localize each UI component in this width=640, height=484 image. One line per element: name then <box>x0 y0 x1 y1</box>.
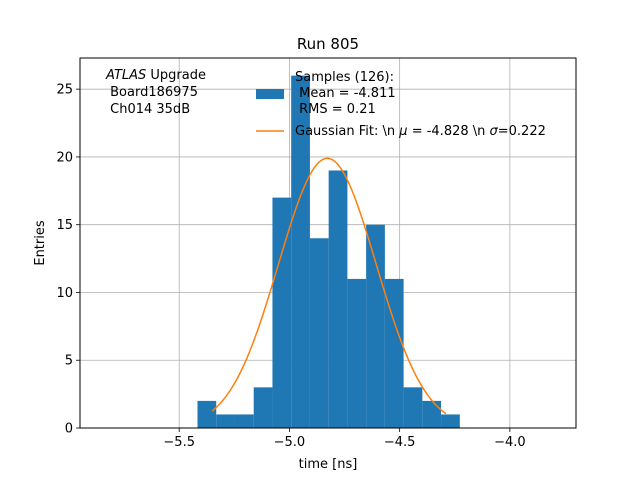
histogram-bar <box>403 387 423 428</box>
x-tick-label: −5.0 <box>274 435 306 450</box>
legend-histogram-swatch <box>256 89 284 99</box>
histogram-bar <box>291 75 310 428</box>
y-tick-label: 20 <box>56 150 73 165</box>
legend: Samples (126): Mean = -4.811 RMS = 0.21 … <box>256 70 546 139</box>
histogram-bar <box>309 238 329 428</box>
legend-fit-part-1: Gaussian Fit: \n <box>295 124 399 139</box>
legend-fit-sigma: σ <box>490 124 499 139</box>
histogram-bar <box>347 278 367 428</box>
histogram-bar <box>234 414 254 428</box>
atlas-annotation: ATLAS Upgrade Board186975 Ch014 35dB <box>105 68 206 117</box>
histogram-bar <box>328 170 348 428</box>
annotation-upgrade: Upgrade <box>146 68 206 83</box>
histogram-bar <box>197 400 217 428</box>
legend-histogram-line-2: Mean = -4.811 <box>295 86 396 101</box>
x-axis-ticks: −5.5 −5.0 −4.5 −4.0 <box>163 428 526 450</box>
histogram-bar <box>422 400 442 428</box>
gaussian-fit-line <box>211 157 447 415</box>
annotation-line-2: Board186975 <box>106 85 198 100</box>
y-tick-label: 25 <box>56 83 73 98</box>
histogram-bar <box>384 278 404 428</box>
histogram-bar <box>272 197 292 428</box>
annotation-line-3: Ch014 35dB <box>106 102 190 117</box>
x-tick-label: −4.5 <box>384 435 416 450</box>
histogram-bar <box>441 414 460 428</box>
legend-fit-part-3: = -4.828 \n <box>408 124 490 139</box>
legend-histogram-line-3: RMS = 0.21 <box>295 102 376 117</box>
x-tick-label: −5.5 <box>163 435 195 450</box>
x-tick-label: −4.0 <box>494 435 526 450</box>
histogram-bar <box>253 387 273 428</box>
legend-fit-mu: μ <box>398 124 407 139</box>
legend-fit-label: Gaussian Fit: \n μ = -4.828 \n σ=0.222 <box>295 124 546 139</box>
y-tick-label: 15 <box>56 218 73 233</box>
histogram-bar <box>216 414 235 428</box>
plot-frame <box>79 57 577 429</box>
annotation-atlas: ATLAS <box>105 68 146 83</box>
histogram-bars <box>197 75 460 428</box>
y-axis-label: Entries <box>33 220 48 266</box>
y-tick-label: 10 <box>56 286 73 301</box>
gaussian-fit <box>211 157 447 415</box>
y-tick-label: 5 <box>65 354 73 369</box>
x-axis-label: time [ns] <box>299 457 358 472</box>
y-axis-ticks: 0 5 10 15 20 25 <box>56 83 80 437</box>
chart-title: Run 805 <box>297 35 359 53</box>
histogram-bar <box>366 224 385 428</box>
y-tick-label: 0 <box>65 422 73 437</box>
legend-histogram-line-1: Samples (126): <box>295 70 394 85</box>
legend-fit-part-5: =0.222 <box>498 124 546 139</box>
annotation-line-1: ATLAS Upgrade <box>105 68 206 83</box>
